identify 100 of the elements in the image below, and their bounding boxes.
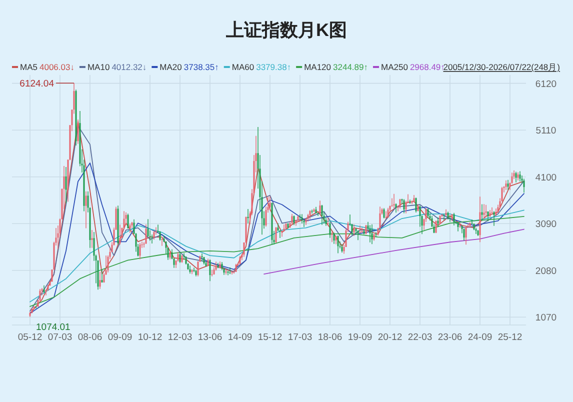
candlestick	[321, 204, 323, 226]
text: 4006.03↓	[39, 62, 74, 72]
text: 3379.38↑	[256, 62, 292, 72]
candlestick	[99, 271, 101, 290]
candlestick	[101, 269, 103, 284]
candlestick	[127, 213, 129, 229]
candlestick	[353, 224, 355, 236]
x-tick-label: 24-09	[468, 332, 492, 343]
candlestick	[215, 261, 217, 271]
candlestick	[179, 252, 181, 264]
text: 3244.89↑	[333, 62, 368, 72]
candlestick	[139, 242, 141, 260]
x-tick-label: 19-09	[348, 332, 372, 343]
x-tick-label: 07-03	[48, 332, 72, 343]
candlestick	[425, 208, 427, 222]
candlestick	[77, 119, 79, 144]
candlestick	[435, 220, 437, 234]
candlestick	[85, 191, 87, 229]
candlestick	[483, 204, 485, 220]
x-tick-label: 05-12	[18, 332, 42, 343]
candlestick	[275, 226, 277, 244]
candlestick	[523, 178, 525, 193]
candlestick	[65, 166, 67, 204]
candlestick	[299, 214, 301, 220]
legend-label: MA60	[232, 62, 254, 72]
candlestick	[453, 212, 455, 226]
y-tick-label: 5110	[536, 126, 556, 137]
candlestick	[337, 235, 339, 254]
x-tick-label: 15-12	[258, 332, 282, 343]
candlestick	[291, 213, 293, 224]
candlestick	[331, 231, 333, 242]
candlestick	[365, 224, 367, 235]
candlestick	[125, 212, 127, 225]
candlestick	[301, 214, 303, 224]
candlestick	[45, 289, 47, 296]
candlestick	[183, 252, 185, 260]
candlestick	[515, 171, 517, 183]
candlestick	[519, 170, 521, 182]
x-tick-label: 20-12	[378, 332, 402, 343]
x-tick-label: 25-12	[498, 332, 522, 343]
candlestick	[329, 222, 331, 238]
x-tick-label: 13-06	[198, 332, 222, 343]
candlestick	[493, 210, 495, 226]
candlestick	[209, 259, 211, 282]
candlestick	[387, 208, 389, 218]
x-tick-label: 18-06	[318, 332, 342, 343]
legend-label: MA120	[304, 62, 332, 72]
y-tick-label: 1070	[535, 312, 557, 324]
candlestick	[225, 268, 227, 275]
candlestick	[151, 234, 153, 244]
candlestick	[189, 265, 191, 274]
candlestick	[145, 224, 147, 244]
candlestick	[383, 208, 385, 219]
x-tick-label: 10-12	[138, 332, 162, 343]
candlestick	[177, 252, 179, 262]
candlestick	[227, 270, 229, 276]
candlestick	[193, 267, 195, 273]
legend-label: MA5	[20, 62, 38, 72]
candlestick	[395, 203, 397, 213]
candlestick	[399, 198, 401, 209]
x-tick-label: 08-06	[78, 332, 102, 343]
text: 3738.35↑	[184, 62, 219, 72]
candlestick	[461, 225, 463, 234]
legend-label: MA250	[381, 62, 408, 72]
legend-label: MA20	[160, 62, 182, 72]
candlestick	[39, 288, 41, 302]
text: 2005/12/30-2026/07/22(248月)	[443, 62, 560, 72]
candlestick	[507, 180, 509, 190]
candlestick	[119, 224, 121, 245]
y-tick-label: 6120	[535, 78, 557, 90]
x-tick-label: 12-03	[168, 332, 192, 343]
chart-title: 上证指数月K图	[225, 20, 347, 40]
candlestick	[129, 223, 131, 234]
annotation: 1074.01	[36, 322, 70, 333]
legend-label: MA10	[87, 62, 110, 72]
candlestick	[491, 207, 493, 214]
candlestick	[293, 215, 295, 226]
candlestick	[393, 194, 395, 209]
candlestick	[357, 230, 359, 240]
candlestick	[359, 225, 361, 234]
candlestick	[505, 180, 507, 190]
candlestick	[415, 197, 417, 213]
x-tick-label: 23-06	[438, 332, 462, 343]
candlestick	[369, 224, 371, 243]
candlestick	[427, 208, 429, 218]
y-tick-label: 3090	[535, 219, 557, 230]
candlestick	[403, 198, 405, 214]
candlestick	[409, 199, 411, 204]
x-tick-label: 09-09	[108, 332, 132, 343]
candlestick	[153, 230, 155, 240]
candlestick	[481, 204, 483, 222]
y-tick-label: 2080	[535, 266, 557, 277]
candlestick	[439, 214, 441, 225]
candlestick	[371, 224, 373, 244]
candlestick	[147, 218, 149, 238]
candlestick	[479, 196, 481, 243]
candlestick	[269, 196, 271, 210]
text: 4012.32↓	[112, 62, 147, 72]
y-tick-label: 4100	[535, 172, 557, 184]
annotation: 6124.04	[20, 78, 54, 90]
